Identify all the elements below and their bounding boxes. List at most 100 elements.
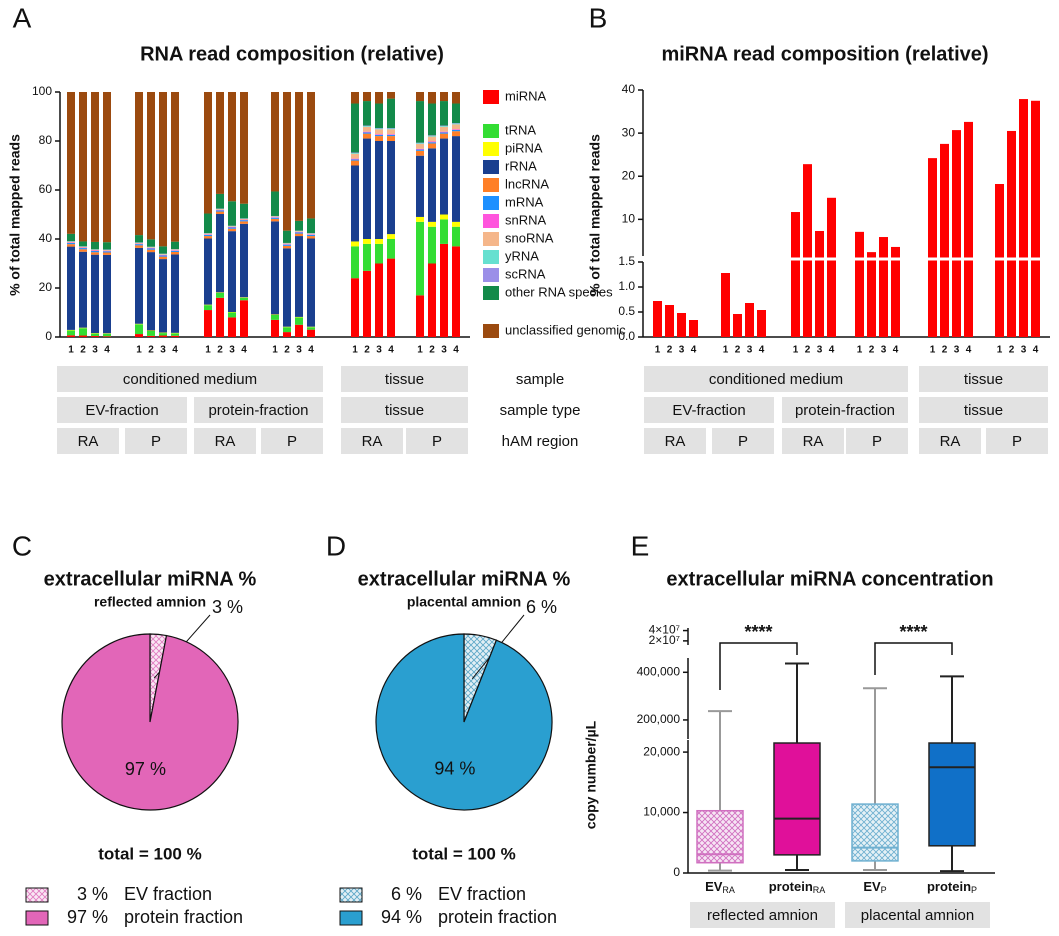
bar-segment (307, 327, 315, 330)
category-main: EV (863, 879, 881, 894)
bar (677, 313, 686, 337)
bar-segment (351, 153, 359, 154)
data-label: 3 % (212, 597, 243, 617)
bar-segment (135, 334, 143, 337)
bar-segment (440, 126, 448, 132)
legend-swatch (25, 910, 49, 926)
bar-segment (363, 270, 371, 337)
chart-title: extracellular miRNA % (44, 568, 257, 590)
axis-break-gap (1006, 257, 1017, 261)
annotation-text: RA (665, 433, 686, 450)
bar-segment (363, 92, 371, 102)
legend-label: lncRNA (505, 176, 549, 191)
bar-segment (271, 314, 279, 320)
bar-segment (416, 92, 424, 102)
bar-segment (204, 213, 212, 234)
legend-value: 6 % (391, 884, 422, 904)
bar-segment (363, 101, 371, 126)
x-tick-label: 2 (429, 345, 435, 356)
panel-letter: E (631, 530, 650, 561)
bar-segment (351, 165, 359, 242)
bar-segment (307, 92, 315, 219)
bar-segment (351, 160, 359, 166)
bar (803, 164, 812, 337)
annotation-text: tissue (385, 371, 424, 388)
bar-segment (91, 92, 99, 242)
annotation-text: EV-fraction (85, 402, 158, 419)
legend-label: snRNA (505, 212, 547, 227)
annotation-cell (644, 428, 706, 454)
box (773, 742, 821, 856)
bar-segment (375, 129, 383, 135)
bar-segment (159, 246, 167, 254)
bar-segment (135, 235, 143, 243)
bar-segment (428, 142, 436, 144)
x-tick-label: 2 (80, 345, 86, 356)
x-tick-label: 3 (1021, 345, 1027, 356)
bar-segment (375, 128, 383, 130)
bar-segment (375, 239, 383, 244)
bar-segment (135, 247, 143, 324)
bar-segment (307, 238, 315, 327)
annotation-cell (782, 397, 908, 423)
x-tick-label: 4 (1033, 345, 1039, 356)
box (851, 803, 899, 862)
x-tick-label: 2 (869, 345, 875, 356)
annotation-text: P (738, 433, 748, 450)
bar-segment (91, 336, 99, 337)
legend-label: miRNA (505, 88, 546, 103)
bar-segment (452, 129, 460, 132)
bar-segment (452, 123, 460, 125)
legend-swatch (339, 910, 363, 926)
bar-segment (271, 221, 279, 315)
bar-segment (79, 248, 87, 250)
category-main: EV (705, 879, 723, 894)
bar-segment (416, 295, 424, 337)
bar-segment (204, 92, 212, 214)
bar-segment (416, 143, 424, 149)
x-tick-label: 1 (793, 345, 799, 356)
bar-segment (283, 230, 291, 243)
bar-segment (428, 143, 436, 149)
bar-segment (135, 92, 143, 236)
y-tick-label: 60 (39, 182, 53, 196)
bar-segment (91, 252, 99, 255)
annotation-text: protein-fraction (208, 402, 308, 419)
legend-label: piRNA (505, 140, 543, 155)
y-tick-label: 0 (673, 865, 680, 879)
bar-segment (416, 143, 424, 144)
bar-segment (283, 92, 291, 231)
annotation-cell (57, 428, 119, 454)
bar (1031, 100, 1040, 337)
bar-segment (103, 254, 111, 334)
y-axis-label: % of total mapped reads (7, 134, 23, 296)
annotation-text: RA (215, 433, 236, 450)
annotation-text: tissue (385, 402, 424, 419)
bar (928, 158, 937, 337)
data-label: 94 % (434, 758, 475, 778)
bar-segment (271, 218, 279, 222)
bar-segment (240, 203, 248, 219)
bar-segment (428, 92, 436, 104)
bar (855, 231, 864, 337)
legend-swatch (483, 214, 499, 228)
bar-segment (307, 233, 315, 235)
bar-segment (240, 300, 248, 337)
x-tick-label: 2 (667, 345, 673, 356)
annotation-cell (341, 366, 468, 392)
bar-segment (171, 250, 179, 252)
bar-segment (428, 148, 436, 222)
bar-segment (147, 330, 155, 336)
bar-segment (428, 135, 436, 137)
bar-segment (228, 201, 236, 226)
bar-segment (171, 335, 179, 337)
y-tick-label: 80 (39, 133, 53, 147)
x-tick-label: 1 (655, 345, 661, 356)
bar (665, 305, 674, 337)
data-label: 6 % (526, 597, 557, 617)
y-tick-label: 20,000 (643, 744, 680, 758)
legend-label: snoRNA (505, 230, 554, 245)
x-tick-label: 3 (296, 345, 302, 356)
y-tick-label: 20 (39, 280, 53, 294)
